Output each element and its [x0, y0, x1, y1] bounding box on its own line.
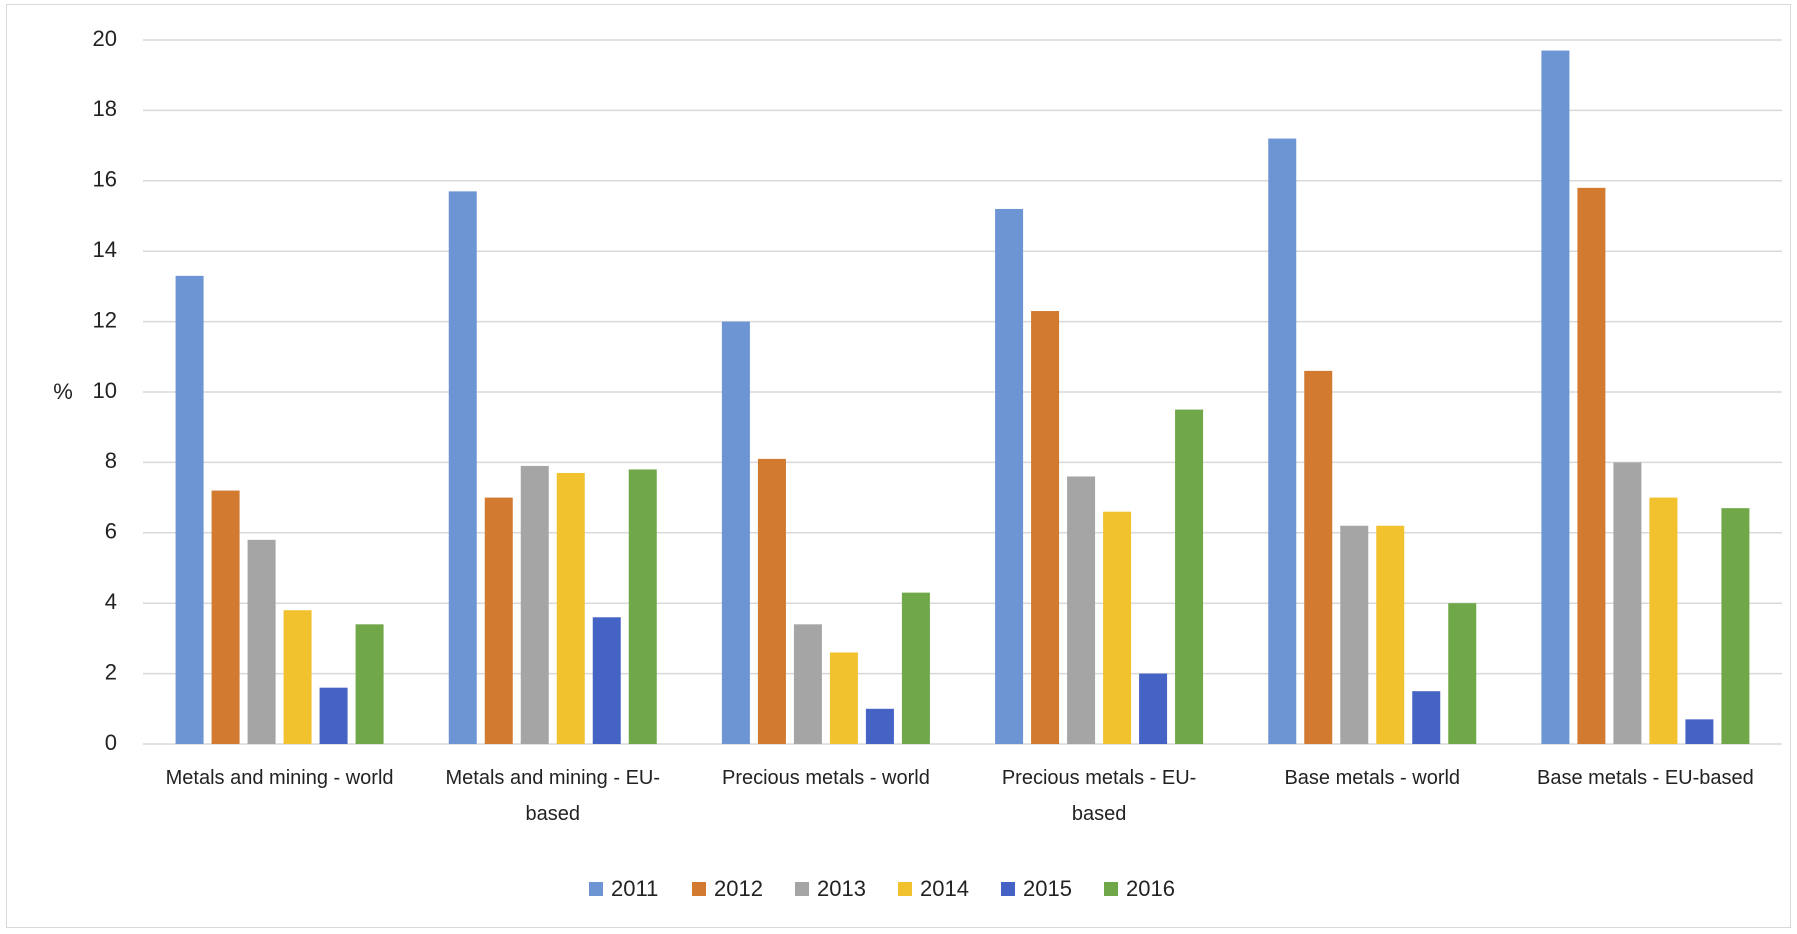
- y-tick-label: 10: [93, 378, 117, 403]
- y-tick-label: 4: [105, 589, 117, 614]
- bar: [319, 687, 348, 744]
- bar: [1067, 476, 1096, 744]
- bar: [211, 490, 240, 744]
- y-axis-label: %: [53, 379, 73, 404]
- y-tick-label: 18: [93, 96, 117, 121]
- bar: [283, 610, 312, 744]
- x-tick-label: Metals and mining - world: [165, 767, 394, 789]
- bar: [829, 652, 858, 744]
- bar: [247, 539, 276, 744]
- x-tick-label: Precious metals - world: [721, 767, 930, 789]
- y-tick-label: 20: [93, 26, 117, 51]
- bar: [1541, 50, 1570, 745]
- bar: [721, 321, 750, 744]
- x-tick-label: Base metals - world: [1284, 767, 1461, 789]
- legend-label: 2013: [817, 876, 866, 901]
- bar: [448, 191, 477, 745]
- x-tick-label: Metals and mining - EU-based: [445, 767, 661, 825]
- bar: [757, 458, 786, 744]
- bar: [1412, 691, 1441, 744]
- legend-swatch: [1104, 882, 1118, 896]
- legend-label: 2012: [714, 876, 763, 901]
- bar: [901, 592, 930, 744]
- bar: [556, 472, 585, 744]
- bar: [1103, 511, 1132, 744]
- bar: [1376, 525, 1405, 744]
- bar: [1031, 311, 1060, 744]
- legend-label: 2015: [1023, 876, 1072, 901]
- bar: [1268, 138, 1297, 744]
- y-tick-label: 8: [105, 448, 117, 473]
- y-tick-label: 2: [105, 659, 117, 684]
- bar: [1649, 497, 1678, 744]
- bar: [865, 708, 894, 744]
- y-tick-label: 14: [93, 237, 117, 262]
- bar: [1448, 603, 1477, 744]
- bar: [1304, 370, 1333, 744]
- bar: [1613, 462, 1642, 744]
- bar: [1139, 673, 1168, 744]
- y-tick-label: 12: [93, 307, 117, 332]
- bar: [995, 208, 1024, 744]
- bar: [1721, 508, 1750, 744]
- legend-swatch: [692, 882, 706, 896]
- legend-swatch: [589, 882, 603, 896]
- bar: [355, 624, 384, 744]
- x-tick-label: Precious metals - EU-based: [1001, 767, 1197, 825]
- bar: [628, 469, 657, 744]
- legend-swatch: [795, 882, 809, 896]
- y-tick-label: 6: [105, 519, 117, 544]
- bar: [520, 465, 549, 744]
- bar: [1685, 719, 1714, 744]
- legend-label: 2014: [920, 876, 969, 901]
- chart-frame: [6, 4, 1791, 928]
- bar: [793, 624, 822, 744]
- legend-swatch: [1001, 882, 1015, 896]
- bar: [1340, 525, 1369, 744]
- bar: [175, 275, 204, 744]
- bar: [592, 617, 621, 744]
- legend-swatch: [898, 882, 912, 896]
- y-tick-label: 16: [93, 167, 117, 192]
- legend-label: 2016: [1126, 876, 1175, 901]
- x-tick-label: Base metals - EU-based: [1537, 767, 1754, 789]
- y-tick-label: 0: [105, 730, 117, 755]
- bar: [1175, 409, 1204, 744]
- bar: [484, 497, 513, 744]
- legend-label: 2011: [611, 876, 658, 901]
- bar: [1577, 187, 1606, 745]
